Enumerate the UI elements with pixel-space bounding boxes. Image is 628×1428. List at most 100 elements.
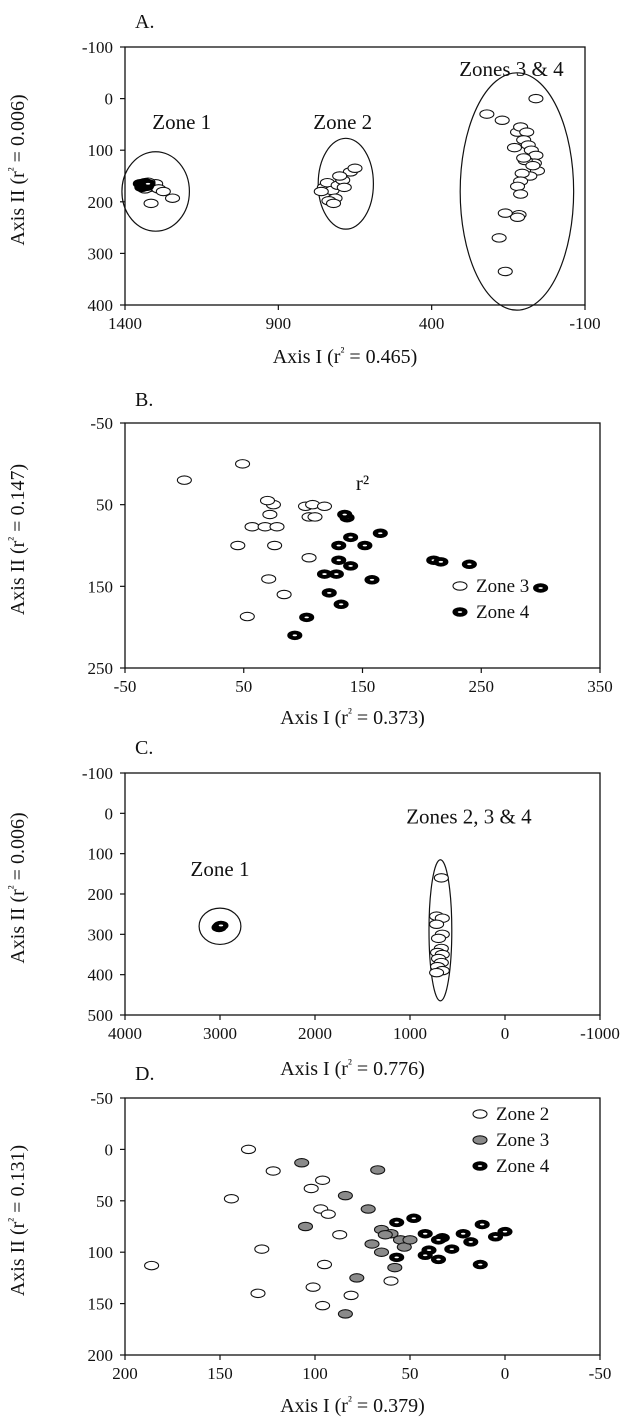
data-point-highlight (394, 1221, 399, 1224)
data-point (164, 193, 181, 203)
data-point (516, 153, 532, 163)
data-point-highlight (304, 616, 309, 619)
data-point-highlight (218, 924, 224, 927)
data-point (364, 1239, 380, 1249)
y-axis-title: Axis II (r² = 0.147) (5, 464, 29, 615)
data-point-highlight (348, 565, 353, 567)
x-tick-label: 1400 (108, 314, 142, 333)
data-point (337, 1190, 353, 1201)
data-point (262, 509, 278, 520)
y-tick-label: 50 (96, 1192, 113, 1211)
data-point (240, 1144, 257, 1155)
x-tick-label: 1000 (393, 1024, 427, 1043)
data-point-highlight (468, 1241, 473, 1243)
data-point (429, 919, 445, 929)
data-point (254, 1244, 270, 1254)
x-tick-label: 400 (419, 314, 445, 333)
annotation-label: r² (356, 471, 369, 495)
data-point-highlight (336, 544, 341, 547)
data-point-highlight (145, 182, 151, 185)
data-point (332, 171, 348, 181)
data-point-highlight (327, 591, 332, 594)
data-point (514, 168, 530, 179)
data-point (305, 1282, 321, 1292)
data-point (301, 552, 317, 563)
data-point (373, 1247, 390, 1257)
data-point (143, 198, 159, 209)
data-point (230, 540, 246, 551)
data-point (513, 189, 529, 199)
y-tick-label: -50 (90, 1089, 113, 1108)
data-point-highlight (334, 573, 339, 575)
data-point-highlight (362, 544, 368, 547)
y-tick-label: -100 (82, 764, 113, 783)
data-point-highlight (348, 536, 353, 539)
x-tick-label: 200 (112, 1364, 138, 1383)
zone-ellipse (459, 72, 575, 311)
data-point-highlight (467, 563, 472, 566)
y-tick-label: 50 (96, 496, 113, 515)
y-tick-label: 500 (88, 1006, 114, 1025)
data-point (259, 495, 276, 506)
data-point (433, 873, 449, 883)
y-tick-label: 400 (88, 966, 114, 985)
data-point (370, 1165, 386, 1175)
data-point-highlight (322, 573, 327, 575)
data-point (347, 163, 363, 174)
data-point (337, 1309, 353, 1319)
data-point (497, 266, 513, 277)
data-point (325, 198, 342, 209)
x-tick-label: -50 (114, 677, 137, 696)
y-tick-label: -50 (90, 414, 113, 433)
y-tick-label: 200 (88, 193, 114, 212)
x-tick-label: 0 (501, 1364, 510, 1383)
y-axis-title: Axis II (r² = 0.006) (5, 94, 29, 245)
y-axis-title: Axis II (r² = 0.131) (5, 1145, 29, 1296)
annotation-label: Zones 2, 3 & 4 (406, 804, 532, 828)
plot-frame (124, 1097, 601, 1356)
data-point (267, 540, 283, 551)
legend-marker (452, 581, 468, 591)
data-point (377, 1229, 393, 1240)
data-point (525, 160, 541, 171)
data-point-highlight (378, 532, 383, 535)
data-point (332, 1229, 348, 1240)
data-point (336, 182, 352, 193)
y-tick-label: 0 (105, 1140, 114, 1159)
data-point (265, 1166, 281, 1176)
data-point (402, 1235, 418, 1245)
data-point (494, 115, 510, 126)
legend-label: Zone 4 (476, 602, 530, 623)
data-point (144, 1260, 160, 1271)
data-point (360, 1204, 376, 1214)
x-tick-label: 150 (350, 677, 376, 696)
data-point (509, 181, 526, 192)
data-point-highlight (423, 1232, 428, 1235)
data-point (276, 589, 292, 600)
zone-ellipse (428, 859, 453, 1002)
data-point (315, 1175, 331, 1185)
y-tick-label: 200 (88, 885, 114, 904)
zone-ellipse (121, 151, 191, 232)
data-point (316, 501, 333, 512)
y-tick-label: 100 (88, 845, 114, 864)
data-point (235, 459, 251, 469)
y-tick-label: 0 (105, 804, 114, 823)
data-point (244, 521, 260, 532)
data-point-highlight (342, 513, 347, 516)
x-axis-title: Axis I (r² = 0.776) (280, 1056, 425, 1080)
data-point (303, 1183, 319, 1194)
panel-label: C. (135, 737, 153, 759)
data-point (528, 93, 544, 104)
data-point (430, 933, 447, 944)
data-point (297, 1221, 314, 1232)
data-point (315, 1300, 331, 1311)
legend-label: Zone 3 (496, 1130, 549, 1151)
data-point-highlight (369, 578, 375, 581)
data-point (479, 109, 495, 119)
data-point (261, 574, 277, 584)
data-point (155, 186, 171, 197)
x-tick-label: 0 (501, 1024, 510, 1043)
y-tick-label: 200 (88, 1346, 114, 1365)
